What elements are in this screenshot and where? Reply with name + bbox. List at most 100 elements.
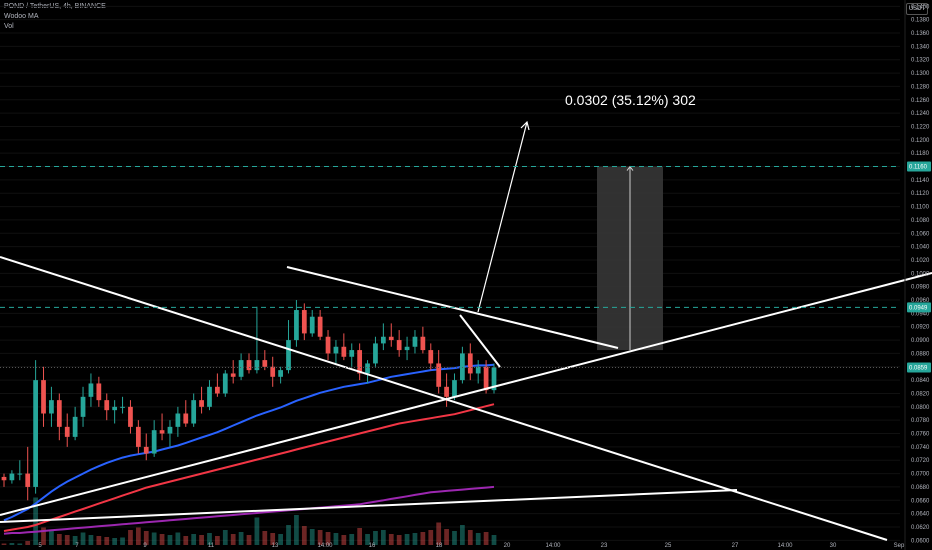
volume-bar xyxy=(278,534,283,545)
time-axis[interactable]: 5 7 9 11 13 14:00 16 18 20 14:00 23 25 27 14:00 30 Sep xyxy=(38,543,905,549)
candle xyxy=(246,353,252,374)
volume-bar xyxy=(325,532,331,545)
moving-average-line xyxy=(3,403,495,532)
candle-body xyxy=(1,476,7,481)
candle-body xyxy=(112,406,118,411)
projection-arrow-head xyxy=(520,120,530,131)
horizontal-levels xyxy=(0,166,900,368)
y-tick-label: 0.1260 xyxy=(911,98,930,104)
candle xyxy=(412,330,418,354)
volume-bar xyxy=(238,532,244,545)
candle xyxy=(215,373,220,397)
candle xyxy=(396,330,402,357)
volume-bar xyxy=(317,530,323,545)
candle-body xyxy=(25,473,31,487)
candle xyxy=(72,406,78,441)
candle-body xyxy=(9,473,15,481)
y-tick-label: 0.1380 xyxy=(911,18,930,24)
candle xyxy=(365,360,370,384)
candle-body xyxy=(365,363,370,374)
candle-body xyxy=(41,380,46,414)
volume-bar xyxy=(349,534,355,545)
volume-bar xyxy=(460,525,465,545)
volume-bar xyxy=(49,531,54,545)
volume-bar xyxy=(412,533,418,545)
indicator-wodoo-ma: Wodoo MA xyxy=(4,13,39,20)
candle xyxy=(278,366,283,384)
candle xyxy=(317,310,323,341)
candle xyxy=(230,360,236,384)
candle xyxy=(1,473,7,487)
candle xyxy=(444,373,449,407)
volume-bar xyxy=(294,515,299,545)
candle xyxy=(159,413,165,441)
volume-bar xyxy=(17,543,23,545)
x-tick-label: 14:00 xyxy=(777,543,793,549)
candle xyxy=(207,380,212,411)
currency-button[interactable]: USDT xyxy=(906,3,928,15)
candle xyxy=(270,356,276,387)
y-tick-label: 0.0980 xyxy=(911,285,930,291)
volume-bar xyxy=(452,531,457,545)
candle-body xyxy=(230,373,236,377)
y-tick-label: 0.1340 xyxy=(911,44,930,50)
candle xyxy=(460,346,465,384)
candle-body xyxy=(96,383,102,401)
candle-body xyxy=(238,360,244,377)
volume-bar xyxy=(222,530,228,545)
x-tick-label: 25 xyxy=(665,543,672,549)
volume-bar xyxy=(357,528,363,545)
candle xyxy=(222,370,228,397)
trendline xyxy=(0,256,888,541)
candle-body xyxy=(49,400,54,414)
volume-bar xyxy=(1,543,7,545)
candle xyxy=(467,343,473,381)
candle xyxy=(254,306,260,374)
y-tick-label: 0.0820 xyxy=(911,391,930,397)
y-tick-label: 0.0920 xyxy=(911,325,930,331)
volume-bar xyxy=(270,533,276,545)
candle xyxy=(452,373,457,401)
price-axis[interactable]: 0.1400 0.1380 0.1360 0.1340 0.1320 0.1300 0.12… xyxy=(904,0,931,550)
candle-body xyxy=(151,430,157,454)
y-tick-label: 0.1360 xyxy=(911,31,930,37)
volume-bar xyxy=(199,535,204,545)
candle xyxy=(104,393,110,421)
candle-body xyxy=(215,386,220,394)
y-tick-label: 0.0800 xyxy=(911,405,930,411)
x-tick-label: 20 xyxy=(504,543,511,549)
candle-body xyxy=(56,400,62,427)
volume-bar xyxy=(167,535,173,545)
candle-body xyxy=(412,336,418,347)
candle xyxy=(380,323,386,351)
y-tick-label: 0.1280 xyxy=(911,84,930,90)
candle xyxy=(143,433,149,461)
candle-body xyxy=(341,346,347,357)
candle-body xyxy=(325,336,331,354)
price-tag-label: 0.0859 xyxy=(909,365,928,371)
candle xyxy=(64,413,70,447)
volume-bar xyxy=(207,533,212,545)
candle-body xyxy=(167,426,173,434)
candle-body xyxy=(254,360,260,371)
candle xyxy=(199,386,204,414)
moving-average-line xyxy=(3,485,495,535)
candle-body xyxy=(191,400,197,424)
candle xyxy=(25,446,31,501)
x-tick-label: Sep xyxy=(894,543,905,549)
candle xyxy=(428,343,434,371)
candle-body xyxy=(159,430,165,434)
volume-bar xyxy=(380,530,386,545)
y-tick-label: 0.1140 xyxy=(911,178,930,184)
candle-body xyxy=(388,336,394,341)
candle xyxy=(475,360,481,384)
projection-arrow xyxy=(477,121,528,313)
trendline xyxy=(459,314,501,368)
volume-bar xyxy=(80,532,86,545)
candle xyxy=(49,386,54,427)
candle xyxy=(9,470,15,484)
grid xyxy=(0,5,900,541)
candle xyxy=(373,336,378,367)
volume-bar xyxy=(175,532,181,545)
